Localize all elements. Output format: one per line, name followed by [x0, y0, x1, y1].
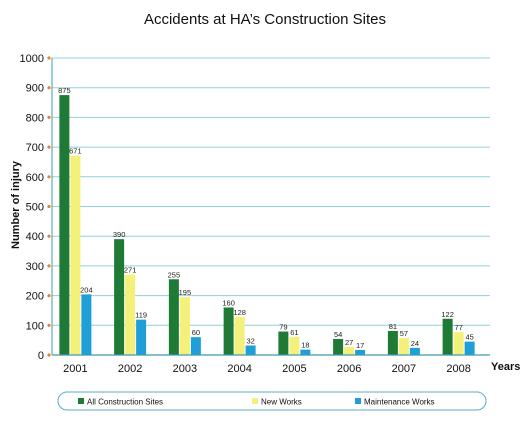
bar	[355, 349, 366, 355]
y-tick-dot	[47, 234, 51, 238]
x-tick-label: 2002	[118, 363, 142, 375]
y-tick-dot	[47, 294, 51, 298]
bar	[300, 349, 311, 355]
data-label: 57	[400, 329, 408, 338]
chart-title: Accidents at HA’s Construction Sites	[144, 11, 386, 28]
bar	[245, 345, 256, 355]
data-label: 160	[222, 298, 235, 307]
bar	[409, 347, 420, 355]
y-tick-dot	[47, 86, 51, 90]
bar	[387, 330, 398, 355]
data-label: 122	[441, 310, 454, 319]
bar	[333, 338, 344, 355]
y-tick-label: 500	[26, 202, 44, 214]
x-tick-label: 2006	[337, 363, 361, 375]
legend-swatch	[78, 398, 84, 404]
data-label: 45	[465, 333, 473, 342]
data-label: 61	[290, 328, 298, 337]
data-label: 390	[113, 230, 126, 239]
data-label: 77	[454, 323, 462, 332]
data-label: 81	[389, 322, 397, 331]
bar	[81, 294, 92, 355]
data-label: 875	[58, 86, 71, 95]
y-tick-label: 600	[26, 172, 44, 184]
bar	[289, 336, 300, 355]
legend-label: New Works	[261, 398, 302, 407]
legend-swatch	[252, 398, 258, 404]
y-tick-dot	[47, 353, 51, 357]
data-label: 18	[301, 341, 309, 350]
x-tick-label: 2003	[173, 363, 197, 375]
data-label: 204	[80, 285, 93, 294]
data-label: 271	[124, 266, 137, 275]
x-tick-label: 2007	[392, 363, 416, 375]
data-label: 27	[345, 338, 353, 347]
bar	[223, 307, 234, 355]
data-label: 255	[168, 270, 181, 279]
bar	[344, 346, 355, 355]
x-tick-label: 2001	[63, 363, 87, 375]
legend-label: All Construction Sites	[87, 398, 163, 407]
gridlines	[52, 57, 490, 326]
data-label: 195	[179, 288, 192, 297]
bar	[398, 338, 409, 355]
y-tick-label: 300	[26, 261, 44, 273]
bar	[59, 95, 70, 355]
y-tick-label: 100	[26, 320, 44, 332]
bar	[125, 274, 136, 355]
y-tick-label: 0	[38, 350, 44, 362]
y-tick-label: 200	[26, 291, 44, 303]
bar	[136, 319, 147, 355]
bar	[278, 331, 289, 355]
data-label: 32	[246, 336, 254, 345]
legend-box	[57, 391, 487, 411]
y-tick-label: 900	[26, 83, 44, 95]
bar	[442, 318, 453, 355]
bar	[190, 337, 201, 355]
data-label: 24	[411, 339, 419, 348]
data-label: 17	[356, 341, 364, 350]
y-tick-dot	[47, 175, 51, 179]
data-label: 79	[279, 323, 287, 332]
y-tick-dot	[47, 204, 51, 209]
data-label: 128	[233, 308, 246, 317]
data-label: 54	[334, 330, 342, 339]
bar	[114, 239, 125, 355]
bar	[453, 332, 464, 355]
axes: 0 100 200 300 400 500 600 700 800 900 1000 2001 2002…	[20, 53, 490, 375]
y-tick-dot	[47, 264, 51, 268]
data-label: 671	[69, 147, 82, 156]
y-tick-dot	[47, 145, 51, 149]
y-tick-dot	[47, 56, 51, 60]
bar	[179, 297, 190, 355]
bar	[234, 316, 245, 355]
x-tick-label: 2008	[446, 363, 470, 375]
legend: All Construction Sites New Works Maintenan…	[57, 391, 487, 411]
bar	[464, 341, 475, 355]
x-axis-label: Years	[491, 361, 520, 373]
legend-label: Maintenance Works	[364, 398, 435, 407]
y-tick-label: 1000	[20, 53, 44, 65]
y-tick-dot	[47, 115, 51, 119]
y-tick-label: 400	[26, 231, 44, 243]
bar	[168, 279, 179, 355]
y-tick-label: 700	[26, 142, 44, 154]
bar	[70, 155, 81, 355]
legend-swatch	[355, 398, 361, 404]
y-tick-dot	[47, 323, 51, 327]
y-axis-label: Number of injury	[10, 160, 22, 249]
data-label: 60	[192, 328, 200, 337]
x-tick-label: 2004	[227, 363, 251, 375]
x-tick-label: 2005	[282, 363, 306, 375]
y-tick-label: 800	[26, 112, 44, 124]
data-label: 119	[135, 311, 147, 320]
